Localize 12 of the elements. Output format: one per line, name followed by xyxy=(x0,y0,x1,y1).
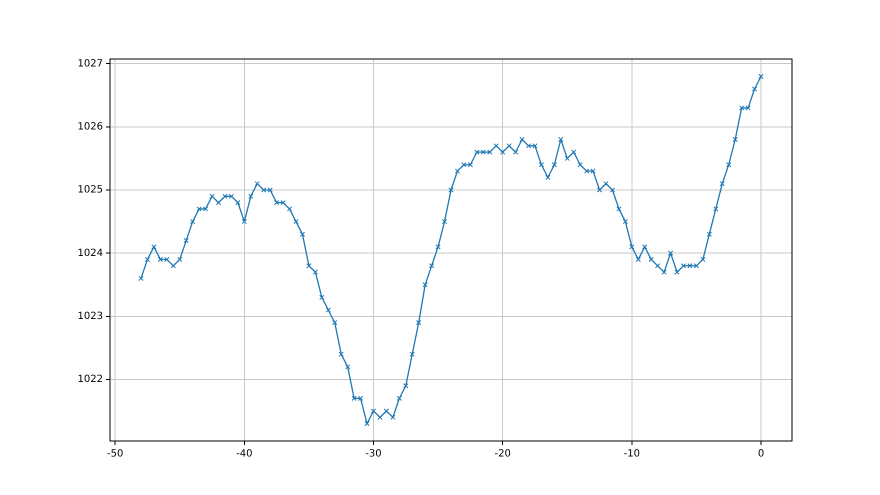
x-tick-label: 0 xyxy=(758,448,764,460)
y-tick-label: 1027 xyxy=(78,58,103,70)
y-tick-label: 1022 xyxy=(78,374,103,386)
x-tick-label: -10 xyxy=(624,448,640,460)
x-tick-label: -40 xyxy=(236,448,253,460)
x-tick-label: -50 xyxy=(106,448,124,460)
y-tick-label: 1025 xyxy=(78,184,103,196)
y-tick-label: 1026 xyxy=(78,121,103,132)
x-tick-label: -20 xyxy=(494,448,511,460)
y-tick-label: 1024 xyxy=(78,248,103,259)
y-tick-label: 1023 xyxy=(78,310,103,322)
x-tick-label: -30 xyxy=(365,448,382,460)
